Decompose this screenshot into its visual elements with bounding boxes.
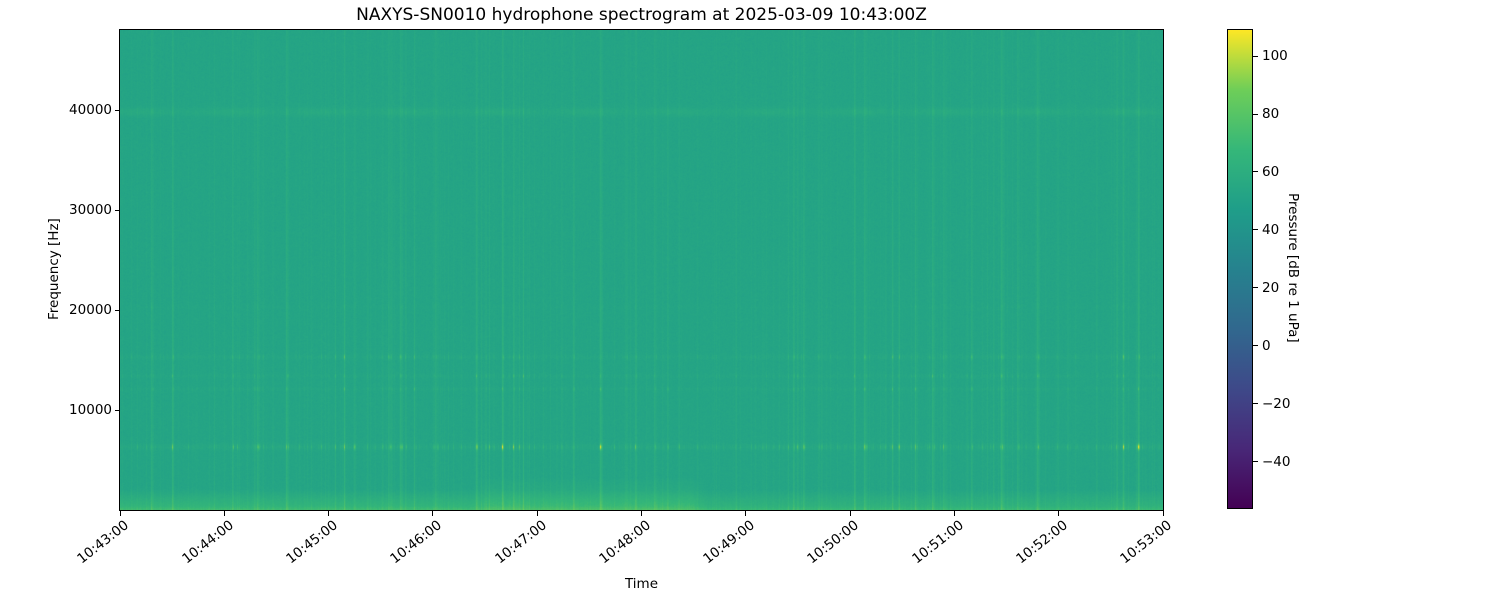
y-tick-mark bbox=[115, 109, 120, 111]
x-tick-mark bbox=[641, 511, 642, 516]
colorbar-gradient bbox=[1228, 30, 1252, 508]
y-tick-label: 10000 bbox=[69, 402, 112, 418]
y-axis-label: Frequency [Hz] bbox=[46, 218, 62, 320]
x-tick-label: 10:49:00 bbox=[700, 517, 759, 568]
x-tick-mark bbox=[328, 511, 330, 516]
x-tick-label: 10:46:00 bbox=[387, 517, 446, 568]
plot-area bbox=[119, 29, 1164, 511]
colorbar-tick-label: 60 bbox=[1262, 163, 1280, 180]
spectrogram-heatmap bbox=[120, 30, 1163, 510]
x-tick-label: 10:44:00 bbox=[178, 517, 237, 568]
x-tick-label: 10:53:00 bbox=[1117, 517, 1176, 568]
colorbar bbox=[1227, 29, 1253, 509]
x-tick-label: 10:52:00 bbox=[1013, 517, 1071, 568]
y-tick-label: 30000 bbox=[69, 202, 112, 218]
colorbar-tick-label: −20 bbox=[1262, 395, 1291, 412]
x-tick-mark bbox=[849, 511, 851, 516]
x-tick-mark bbox=[745, 511, 747, 516]
y-tick-mark bbox=[115, 409, 120, 411]
x-tick-mark bbox=[1058, 511, 1060, 516]
x-tick-label: 10:47:00 bbox=[491, 517, 550, 568]
x-tick-label: 10:45:00 bbox=[283, 517, 341, 568]
y-tick-label: 40000 bbox=[69, 102, 112, 118]
colorbar-tick-mark bbox=[1253, 229, 1258, 231]
x-tick-mark bbox=[119, 511, 121, 516]
colorbar-tick-label: 100 bbox=[1262, 48, 1288, 65]
colorbar-tick-mark bbox=[1253, 403, 1258, 405]
colorbar-label: Pressure [dB re 1 uPa] bbox=[1285, 193, 1301, 343]
colorbar-tick-mark bbox=[1253, 113, 1258, 115]
colorbar-tick-mark bbox=[1253, 55, 1258, 57]
chart-title: NAXYS-SN0010 hydrophone spectrogram at 2… bbox=[356, 5, 927, 25]
x-tick-mark bbox=[536, 511, 538, 516]
y-tick-mark bbox=[115, 209, 120, 211]
colorbar-tick-label: 80 bbox=[1262, 106, 1280, 122]
x-tick-label: 10:51:00 bbox=[909, 517, 967, 568]
x-tick-label: 10:50:00 bbox=[804, 517, 863, 568]
colorbar-tick-label: 0 bbox=[1262, 337, 1271, 354]
x-axis-label: Time bbox=[624, 576, 659, 592]
x-tick-mark bbox=[953, 511, 955, 516]
x-tick-label: 10:43:00 bbox=[74, 517, 133, 568]
x-tick-mark bbox=[223, 511, 225, 516]
colorbar-tick-mark bbox=[1253, 345, 1258, 347]
colorbar-tick-label: −40 bbox=[1262, 453, 1291, 470]
colorbar-tick-mark bbox=[1253, 171, 1258, 173]
x-tick-mark bbox=[432, 511, 434, 516]
colorbar-tick-label: 20 bbox=[1262, 279, 1280, 296]
x-tick-mark bbox=[1162, 511, 1164, 516]
colorbar-tick-mark bbox=[1253, 287, 1258, 289]
y-tick-mark bbox=[115, 309, 120, 311]
colorbar-tick-label: 40 bbox=[1262, 221, 1280, 238]
colorbar-tick-mark bbox=[1253, 461, 1258, 463]
y-tick-label: 20000 bbox=[69, 302, 112, 318]
x-tick-label: 10:48:00 bbox=[596, 517, 654, 568]
